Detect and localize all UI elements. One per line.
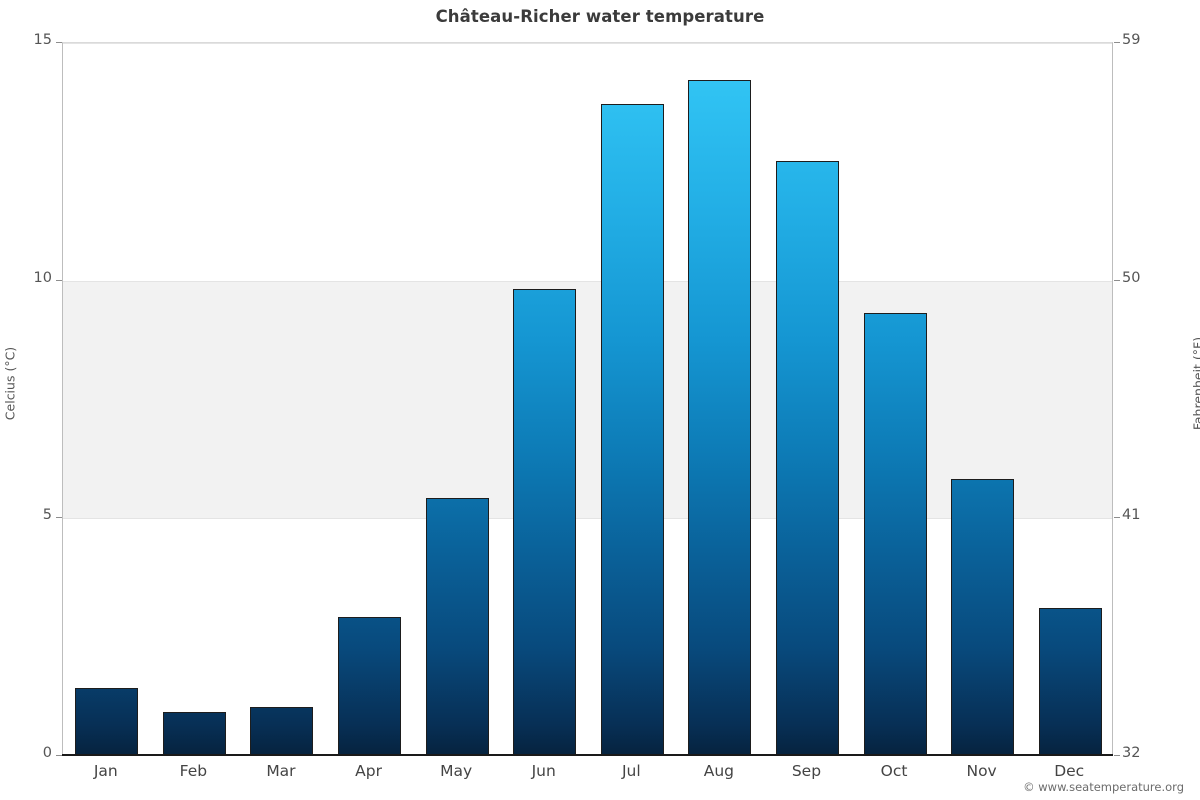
x-tick-apr: Apr [355,762,382,780]
bar-jan[interactable] [75,688,139,755]
bar-gradient-fill [514,290,576,754]
y-tickmark-left [56,517,62,519]
bar-gradient-fill [689,81,751,754]
y-tickmark-right [1114,279,1120,281]
bar-apr[interactable] [338,617,402,755]
bar-slot [63,43,151,755]
bar-gradient-fill [864,313,926,754]
copyright-credit: © www.seatemperature.org [1023,780,1184,794]
y-axis-left-title: Celcius (°C) [2,346,18,421]
bar-jul[interactable] [600,103,664,755]
y-tick-right-32: 32 [1122,745,1141,761]
chart-title: Château-Richer water temperature [435,7,765,26]
bar-gradient-fill [76,689,138,754]
bar-slot [676,43,764,755]
y-tick-right-59: 59 [1122,32,1141,48]
bar-nov[interactable] [951,479,1015,755]
bar-slot [764,43,852,755]
x-tick-feb: Feb [179,762,208,780]
bar-slot [413,43,501,755]
x-tick-jul: Jul [621,762,641,780]
bar-slot [589,43,677,755]
gridline [63,43,1112,44]
bar-slot [851,43,939,755]
bar-slot [501,43,589,755]
y-tickmark-left [56,279,62,281]
shaded-band-5-10 [63,280,1112,519]
y-tick-left-15: 15 [33,32,52,48]
bar-slot [326,43,414,755]
bar-gradient-fill [251,708,313,754]
x-tick-aug: Aug [703,762,734,780]
y-tickmark-right [1114,755,1120,756]
x-tick-nov: Nov [966,762,997,780]
x-tick-may: May [440,762,473,780]
bar-gradient-fill [1039,608,1101,754]
bar-oct[interactable] [863,312,927,755]
bar-slot [238,43,326,755]
bar-slot [151,43,239,755]
bar-gradient-fill [426,499,488,754]
plot-area [62,42,1113,755]
y-tickmark-right [1114,42,1120,43]
gridline [63,518,1112,520]
bar-slot [939,43,1027,755]
x-tick-mar: Mar [266,762,296,780]
bar-aug[interactable] [688,80,752,755]
bar-dec[interactable] [1038,607,1102,755]
bar-feb[interactable] [162,712,226,755]
gridline [63,280,1112,282]
bar-sep[interactable] [775,160,839,755]
x-tick-dec: Dec [1054,762,1085,780]
bar-gradient-fill [601,104,663,754]
y-tickmark-left [56,42,62,43]
x-tick-jan: Jan [93,762,118,780]
y-axis-right-title: Fahrenheit (°F) [1190,336,1200,431]
x-tick-sep: Sep [791,762,822,780]
bar-mar[interactable] [250,707,314,755]
x-axis-line [62,754,1113,756]
x-tick-oct: Oct [880,762,908,780]
bar-jun[interactable] [513,289,577,755]
y-tick-right-41: 41 [1122,507,1141,524]
y-tick-left-10: 10 [33,269,52,286]
bar-may[interactable] [425,498,489,755]
bar-gradient-fill [776,161,838,754]
x-tick-jun: Jun [531,762,556,780]
bar-series [63,43,1112,755]
bar-gradient-fill [339,618,401,754]
y-tick-left-5: 5 [42,507,52,524]
bar-slot [1026,43,1114,755]
y-tickmark-left [56,755,62,756]
y-tick-right-50: 50 [1122,269,1141,286]
y-tick-left-0: 0 [42,745,52,761]
bar-gradient-fill [952,480,1014,754]
bar-gradient-fill [163,713,225,754]
y-tickmark-right [1114,517,1120,519]
